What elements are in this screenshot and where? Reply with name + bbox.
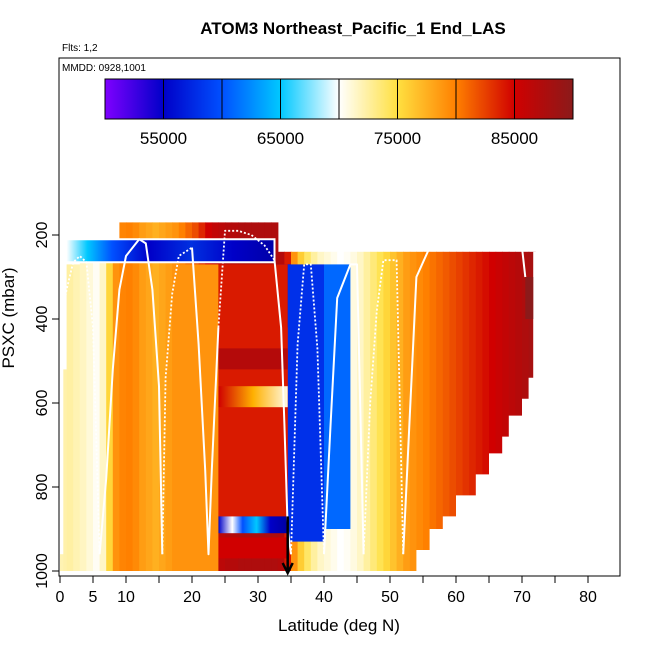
heatmap-column xyxy=(145,222,153,571)
heatmap-column xyxy=(370,251,378,572)
heatmap-column xyxy=(409,251,417,572)
heatmap-column xyxy=(508,251,516,572)
heatmap-column xyxy=(79,260,87,571)
flights-note: Flts: 1,2 xyxy=(62,43,98,54)
heatmap-column xyxy=(416,251,424,572)
heatmap-column xyxy=(165,222,173,571)
heatmap-band xyxy=(218,537,288,559)
heatmap-column xyxy=(502,251,510,572)
heatmap-band xyxy=(66,239,275,263)
heatmap-edge xyxy=(525,277,534,319)
flight-profile-line xyxy=(362,259,405,555)
heatmap-band xyxy=(218,516,288,534)
flight-profile-line xyxy=(191,247,220,556)
colorbar-tick-label: 65000 xyxy=(257,129,304,148)
heatmap-column xyxy=(482,251,490,572)
arrow-head xyxy=(281,562,294,576)
heatmap-band xyxy=(218,386,288,408)
heatmap-column xyxy=(112,260,120,571)
heatmap-column xyxy=(139,222,147,571)
flight-profile-layer xyxy=(59,229,527,556)
heatmap-column xyxy=(363,251,371,572)
flight-track-outline xyxy=(66,238,276,263)
heatmap-column xyxy=(403,251,411,572)
heatmap-column xyxy=(350,251,358,572)
x-tick-label: 50 xyxy=(381,589,399,606)
x-tick-label: 0 xyxy=(56,589,65,606)
heatmap-column xyxy=(159,222,167,571)
y-axis: 200 400 600 800 1000 xyxy=(34,222,59,589)
y-tick-label: 800 xyxy=(34,474,51,501)
x-tick-label: 30 xyxy=(249,589,267,606)
flight-profile-line xyxy=(290,263,325,555)
heatmap-column xyxy=(376,251,384,572)
y-tick-label: 600 xyxy=(34,390,51,417)
colorbar-tick-label: 75000 xyxy=(374,129,421,148)
heatmap-column xyxy=(423,251,431,572)
heatmap-layer xyxy=(60,222,620,572)
flight-profile-line xyxy=(217,229,276,328)
heatmap-column xyxy=(93,256,101,571)
x-tick-label: 40 xyxy=(315,589,333,606)
heatmap-column xyxy=(132,222,140,571)
colorbar-tick-label: 85000 xyxy=(491,129,538,148)
flight-track-outline xyxy=(59,235,275,264)
heatmap-column xyxy=(442,251,450,572)
heatmap-column xyxy=(489,251,497,572)
heatmap-column xyxy=(152,222,160,571)
flight-profile-line xyxy=(98,238,164,555)
heatmap-column xyxy=(66,264,74,571)
heatmap-column xyxy=(429,251,437,572)
heatmap-column xyxy=(86,256,94,571)
heatmap-column xyxy=(456,251,464,572)
x-axis-title: Latitude (deg N) xyxy=(278,616,400,635)
heatmap-column xyxy=(60,554,64,571)
dates-note: MMDD: 0928,1001 xyxy=(62,63,146,74)
x-tick-label: 10 xyxy=(117,589,135,606)
x-tick-label: 60 xyxy=(447,589,465,606)
latitude-arrow xyxy=(281,516,294,576)
heatmap-column xyxy=(469,251,477,572)
heatmap-column xyxy=(383,251,391,572)
heatmap-column xyxy=(126,222,134,571)
heatmap-column xyxy=(390,251,398,572)
y-tick-label: 200 xyxy=(34,222,51,249)
chart-title: ATOM3 Northeast_Pacific_1 End_LAS xyxy=(200,19,505,38)
heatmap-column xyxy=(462,251,470,572)
y-tick-label: 400 xyxy=(34,306,51,333)
heatmap-column xyxy=(73,264,81,571)
flight-profile-line xyxy=(402,246,527,555)
x-tick-label: 20 xyxy=(183,589,201,606)
heatmap-column xyxy=(495,251,503,572)
x-tick-label: 70 xyxy=(513,589,531,606)
colorbar: 55000 65000 75000 85000 xyxy=(104,78,574,148)
x-axis: 0 5 10 20 30 40 50 60 70 80 xyxy=(56,576,597,606)
heatmap-column xyxy=(119,222,127,571)
plot-frame xyxy=(58,57,621,577)
flight-profile-line xyxy=(323,263,365,555)
x-tick-label: 5 xyxy=(89,589,98,606)
heatmap-column xyxy=(99,256,107,571)
heatmap-band xyxy=(218,348,288,370)
heatmap-column xyxy=(396,251,404,572)
flight-profile-line xyxy=(161,246,193,555)
heatmap-column xyxy=(475,251,483,572)
heatmap-cutout xyxy=(416,251,620,571)
y-tick-label: 1000 xyxy=(34,553,51,589)
y-axis-title: PSXC (mbar) xyxy=(0,267,18,368)
colorbar-tick-label: 55000 xyxy=(140,129,187,148)
heatmap-band xyxy=(287,264,324,542)
x-tick-label: 80 xyxy=(579,589,597,606)
heatmap-column xyxy=(436,251,444,572)
heatmap-column xyxy=(515,251,523,572)
heatmap-column xyxy=(449,251,457,572)
heatmap-column xyxy=(63,369,68,571)
